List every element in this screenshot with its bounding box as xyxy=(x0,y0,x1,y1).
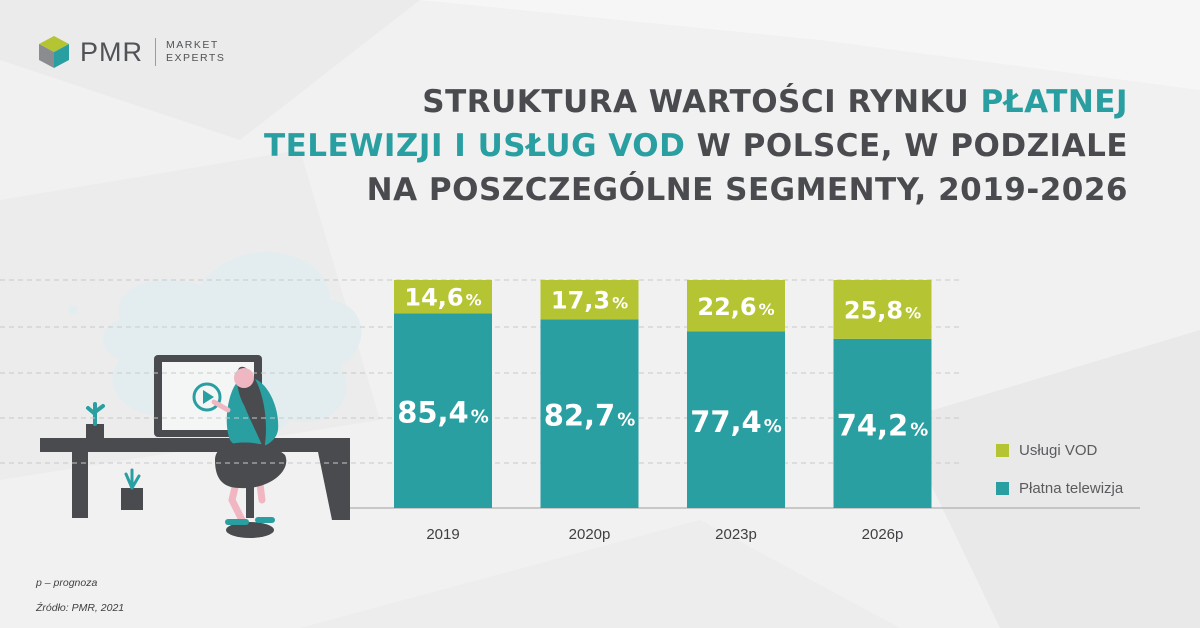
brand-tagline-line2: EXPERTS xyxy=(166,52,226,64)
brand-tagline-line1: MARKET xyxy=(166,39,219,51)
title-part4: W POLSCE, W PODZIALE xyxy=(685,128,1128,164)
legend: Usługi VOD Płatna telewizja xyxy=(996,440,1123,516)
legend-item-paytv: Płatna telewizja xyxy=(996,478,1123,498)
bar-vod-2023p xyxy=(687,280,785,332)
brand-tagline: MARKET EXPERTS xyxy=(166,39,225,65)
x-tick-2023p: 2023p xyxy=(715,526,757,543)
label-paytv-2023p: 77,4% xyxy=(690,405,782,439)
footnote-source: Źródło: PMR, 2021 xyxy=(36,602,125,614)
bar-vod-2019 xyxy=(394,280,492,314)
chart-title: STRUKTURA WARTOŚCI RYNKU PŁATNEJ TELEWIZ… xyxy=(228,80,1128,212)
bar-vod-2020p xyxy=(540,280,639,320)
x-axis-labels: 2019 2020p 2023p 2026p xyxy=(426,526,903,543)
label-paytv-2020p: 82,7% xyxy=(544,399,636,433)
title-part5: NA POSZCZEGÓLNE SEGMENTY, 2019-2026 xyxy=(366,172,1128,208)
legend-swatch-vod xyxy=(996,443,1009,457)
bar-paytv-2020p xyxy=(540,319,639,508)
x-tick-2020p: 2020p xyxy=(569,526,611,543)
bars-layer: 85,4 % 14,6 % 82,7 % 17,3 % 77,4 % 22,6 % 74,2 % 25,8% xyxy=(394,280,932,508)
title-part1: STRUKTURA WARTOŚCI RYNKU xyxy=(422,84,981,120)
legend-label-paytv: Płatna telewizja xyxy=(1019,479,1124,497)
cube-logo-icon xyxy=(39,36,69,68)
x-tick-2019: 2019 xyxy=(426,526,459,543)
label-vod-2023p: 22,6% xyxy=(697,293,774,321)
bar-vod-2026p xyxy=(833,280,932,339)
bar-paytv-2026p xyxy=(833,338,932,508)
legend-item-vod: Usługi VOD xyxy=(996,440,1123,460)
legend-label-vod: Usługi VOD xyxy=(1019,441,1098,459)
legend-swatch-paytv xyxy=(996,481,1009,495)
bar-paytv-2023p xyxy=(687,331,785,508)
label-vod-2026p: 25,8% xyxy=(844,296,921,324)
label-vod-2019: 14,6% xyxy=(404,284,481,312)
bar-paytv-2019 xyxy=(394,313,492,508)
brand-name: PMR xyxy=(80,36,143,67)
brand-logo: PMR MARKET EXPERTS xyxy=(36,34,225,70)
label-paytv-2019: 85,4% xyxy=(397,396,489,430)
title-highlight-2: TELEWIZJI I USŁUG VOD xyxy=(263,128,686,164)
x-tick-2026p: 2026p xyxy=(862,526,904,543)
illustration xyxy=(40,252,362,538)
footnote-forecast: p – prognoza xyxy=(36,577,98,589)
title-highlight-1: PŁATNEJ xyxy=(980,84,1128,120)
label-paytv-2026p: 74,2% xyxy=(837,408,929,442)
label-vod-2020p: 17,3% xyxy=(551,287,628,315)
logo-divider xyxy=(155,38,156,66)
